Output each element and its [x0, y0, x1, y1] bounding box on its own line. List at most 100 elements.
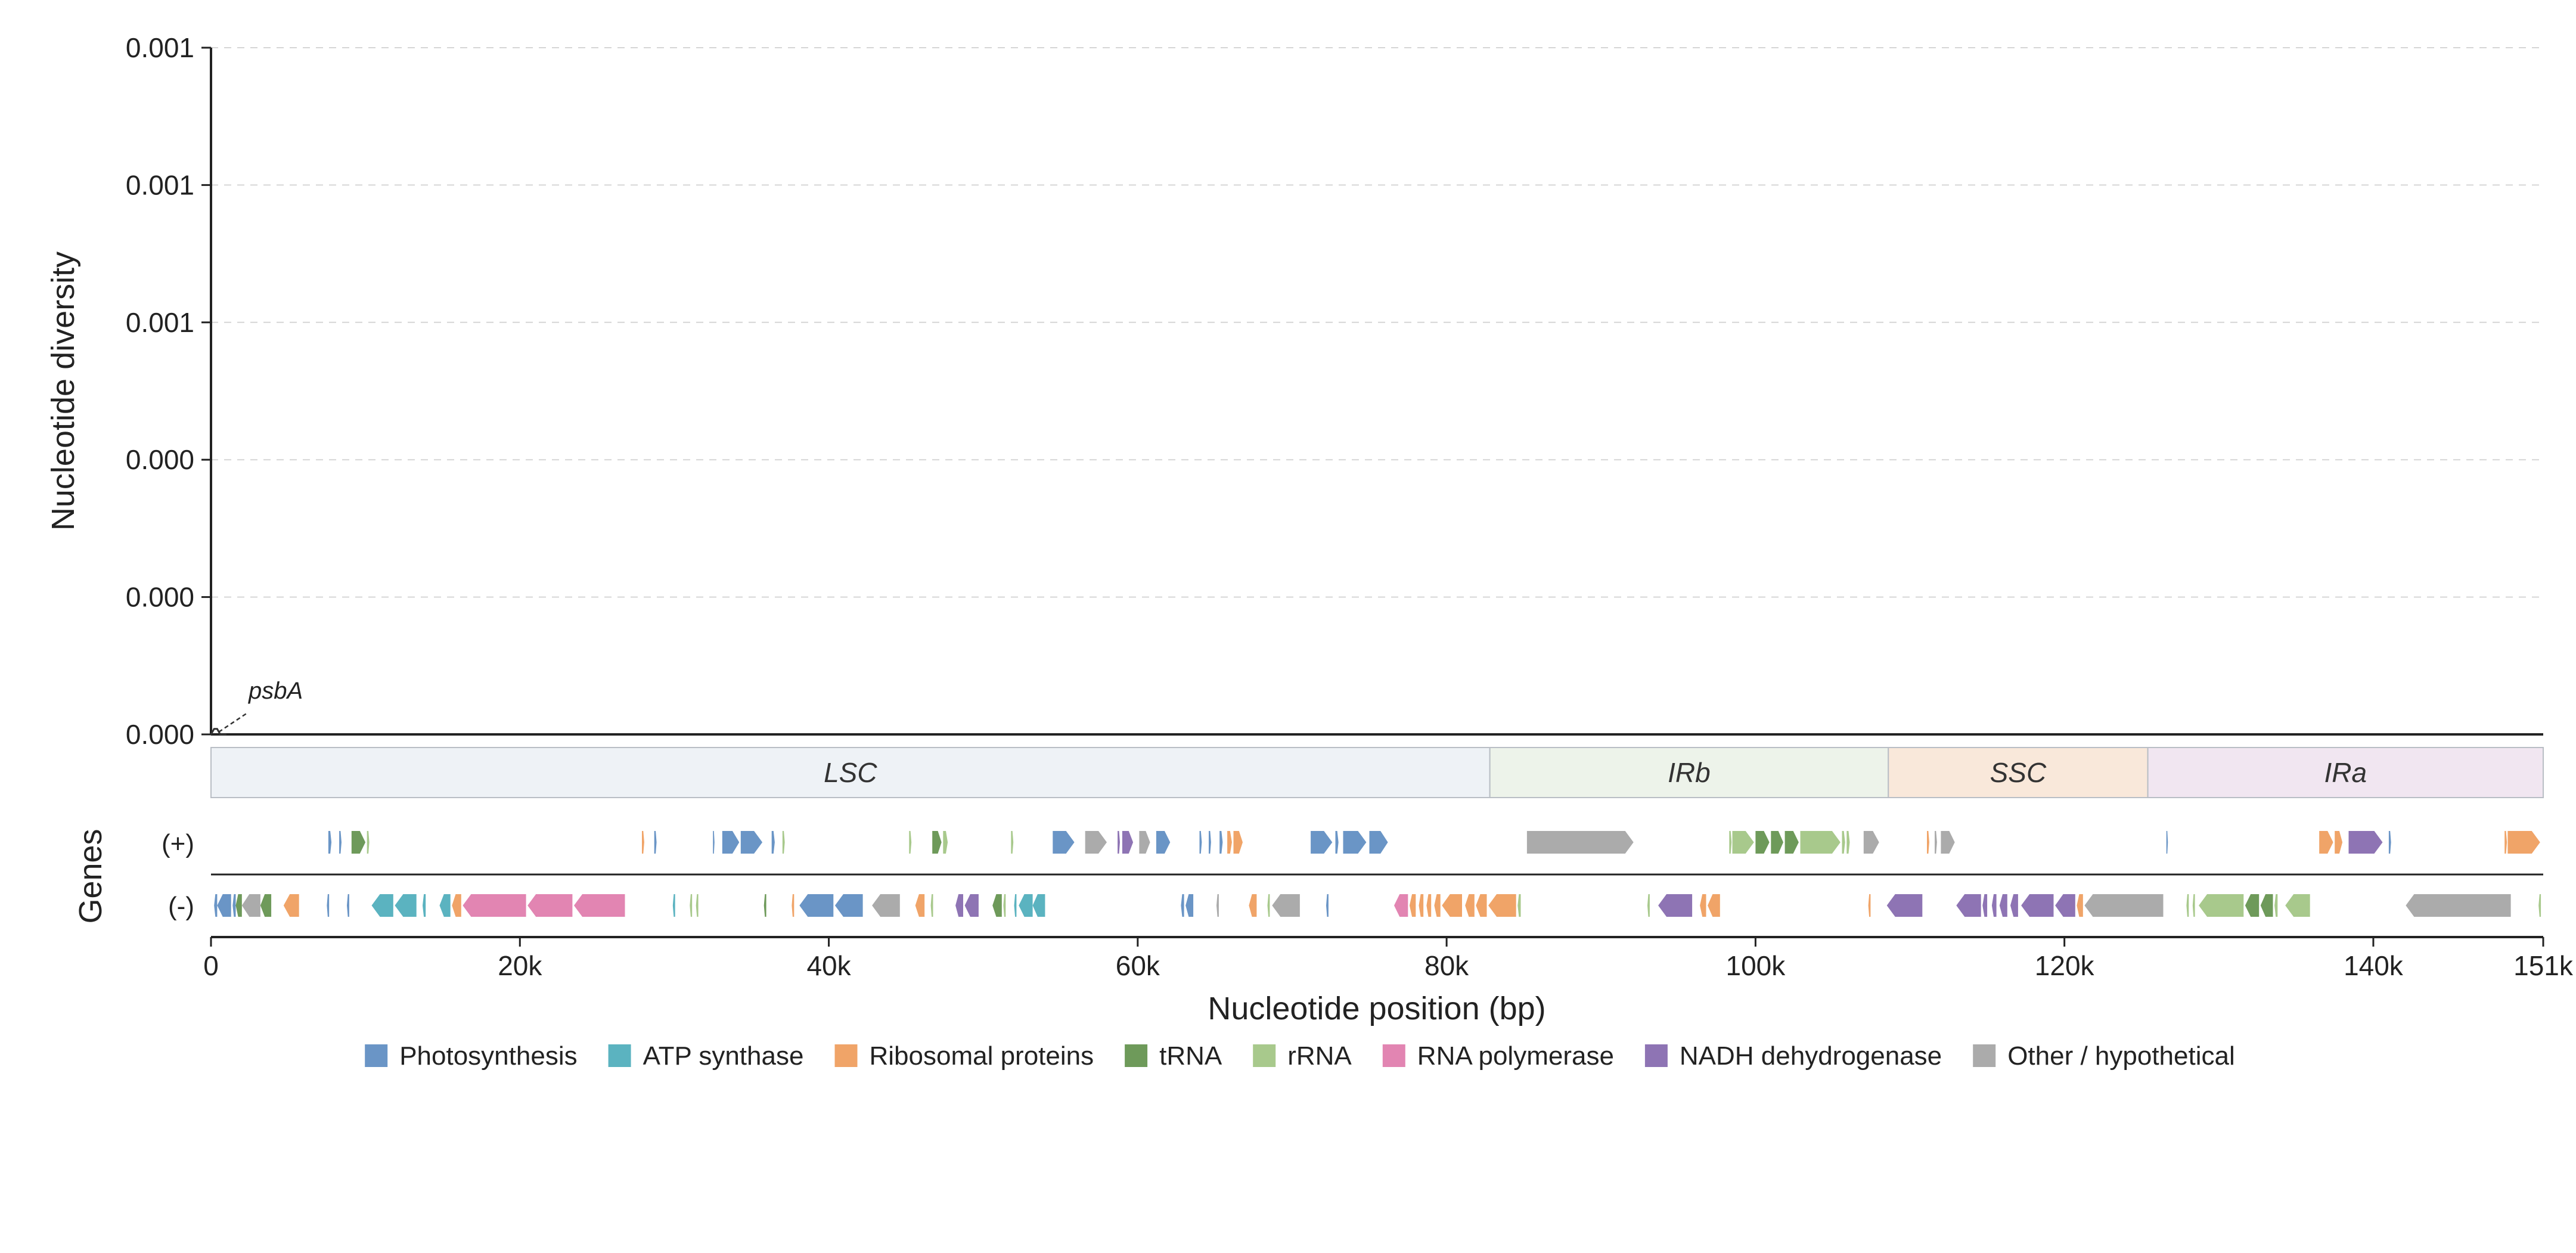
- plus-gene-29: [1369, 831, 1388, 854]
- region-label-ira: IRa: [2324, 757, 2367, 788]
- minus-gene-41: [1394, 894, 1408, 917]
- x-tick-label-7: 140k: [2344, 950, 2404, 981]
- minus-gene-2: [232, 894, 236, 917]
- plus-gene-34: [1771, 831, 1783, 854]
- plus-gene-45: [2335, 831, 2343, 854]
- plus-gene-39: [1863, 831, 1879, 854]
- region-label-ssc: SSC: [1990, 757, 2047, 788]
- region-label-lsc: LSC: [824, 757, 877, 788]
- minus-gene-66: [2186, 894, 2189, 917]
- plus-gene-38: [1846, 831, 1850, 854]
- plus-strand-label: (+): [162, 829, 194, 858]
- plus-gene-0: [328, 831, 332, 854]
- plus-gene-40: [1927, 831, 1929, 854]
- annotation-label-0: psbA: [248, 678, 303, 704]
- y-tick-label-5: 0.001: [126, 32, 194, 63]
- minus-gene-23: [834, 894, 863, 917]
- plus-gene-6: [713, 831, 715, 854]
- plus-gene-13: [943, 831, 948, 854]
- minus-gene-73: [2406, 894, 2511, 917]
- plus-gene-2: [351, 831, 366, 854]
- minus-gene-74: [2538, 894, 2541, 917]
- plus-gene-23: [1219, 831, 1223, 854]
- minus-gene-9: [371, 894, 393, 917]
- minus-gene-12: [439, 894, 451, 917]
- x-axis-ticks: 0 20k 40k 60k 80k 100k 120k 140k 151k: [203, 937, 2574, 981]
- plus-gene-4: [642, 831, 644, 854]
- minus-gene-5: [260, 894, 272, 917]
- y-tick-label-2: 0.000: [126, 444, 194, 475]
- minus-gene-25: [915, 894, 925, 917]
- x-tick-label-3: 60k: [1116, 950, 1160, 981]
- minus-gene-60: [1999, 894, 2007, 917]
- y-tick-label-1: 0.000: [126, 582, 194, 613]
- minus-gene-59: [1991, 894, 1997, 917]
- legend-item-rrna: rRNA: [1253, 1041, 1352, 1071]
- minus-gene-51: [1647, 894, 1650, 917]
- grid-lines: [211, 47, 2543, 598]
- minus-gene-30: [1003, 894, 1006, 917]
- y-tick-label-0: 0.000: [126, 719, 194, 750]
- minus-gene-0: [214, 894, 218, 917]
- plus-strand-genes: [328, 831, 2540, 854]
- minus-gene-11: [423, 894, 426, 917]
- minus-gene-42: [1409, 894, 1416, 917]
- minus-gene-37: [1249, 894, 1257, 917]
- plus-gene-25: [1233, 831, 1243, 854]
- minus-gene-34: [1181, 894, 1184, 917]
- minus-gene-72: [2285, 894, 2310, 917]
- minus-gene-53: [1700, 894, 1706, 917]
- plus-gene-19: [1139, 831, 1150, 854]
- y-axis-title: Nucleotide diversity: [45, 252, 81, 531]
- minus-gene-36: [1216, 894, 1219, 917]
- minus-gene-67: [2192, 894, 2195, 917]
- minus-gene-62: [2021, 894, 2054, 917]
- minus-gene-17: [672, 894, 675, 917]
- legend-swatch-photo: [365, 1044, 388, 1067]
- minus-gene-70: [2260, 894, 2273, 917]
- minus-gene-31: [1014, 894, 1017, 917]
- plus-gene-48: [2504, 831, 2507, 854]
- minus-gene-18: [690, 894, 693, 917]
- minus-gene-38: [1267, 894, 1270, 917]
- minus-gene-69: [2245, 894, 2260, 917]
- minus-gene-13: [452, 894, 461, 917]
- legend-item-photo: Photosynthesis: [365, 1041, 578, 1071]
- plus-gene-35: [1784, 831, 1799, 854]
- minus-gene-64: [2077, 894, 2083, 917]
- minus-gene-63: [2055, 894, 2075, 917]
- minus-gene-46: [1442, 894, 1462, 917]
- plus-gene-15: [1053, 831, 1075, 854]
- plus-gene-36: [1800, 831, 1841, 854]
- minus-gene-56: [1886, 894, 1923, 917]
- minus-gene-65: [2084, 894, 2164, 917]
- x-axis-title: Nucleotide position (bp): [1208, 991, 1545, 1026]
- plus-gene-26: [1311, 831, 1333, 854]
- minus-gene-20: [764, 894, 766, 917]
- legend-label-other: Other / hypothetical: [2007, 1041, 2235, 1071]
- plus-gene-9: [771, 831, 775, 854]
- plus-gene-18: [1122, 831, 1134, 854]
- legend-item-rnap: RNA polymerase: [1382, 1041, 1614, 1071]
- minus-gene-57: [1956, 894, 1981, 917]
- plus-gene-33: [1755, 831, 1770, 854]
- x-tick-label-1: 20k: [498, 950, 542, 981]
- annotation-leader-0: [218, 712, 248, 733]
- minus-gene-40: [1326, 894, 1329, 917]
- minus-gene-61: [2010, 894, 2018, 917]
- minus-gene-49: [1488, 894, 1516, 917]
- legend-item-other: Other / hypothetical: [1973, 1041, 2235, 1071]
- minus-gene-3: [235, 894, 242, 917]
- minus-gene-33: [1032, 894, 1045, 917]
- minus-gene-29: [992, 894, 1002, 917]
- plus-gene-22: [1209, 831, 1211, 854]
- legend: Photosynthesis ATP synthase Ribosomal prot…: [365, 1041, 2235, 1071]
- legend-label-rrna: rRNA: [1287, 1041, 1352, 1071]
- legend-item-ndh: NADH dehydrogenase: [1644, 1041, 1942, 1071]
- minus-gene-26: [930, 894, 933, 917]
- minus-gene-28: [964, 894, 979, 917]
- plus-gene-28: [1343, 831, 1367, 854]
- x-tick-label-8: 151k: [2513, 950, 2574, 981]
- minus-gene-58: [1982, 894, 1988, 917]
